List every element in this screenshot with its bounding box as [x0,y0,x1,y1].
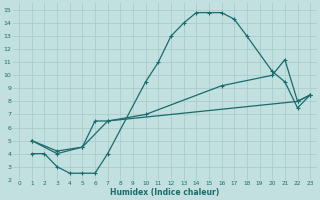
X-axis label: Humidex (Indice chaleur): Humidex (Indice chaleur) [110,188,219,197]
